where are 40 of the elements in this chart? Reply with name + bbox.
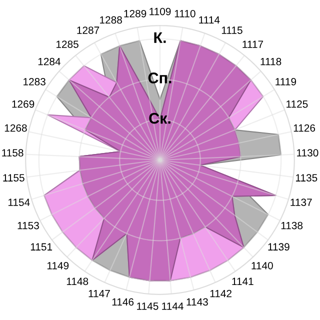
spoke-label: 1114	[199, 16, 220, 24]
spoke-label: 1147	[88, 290, 110, 298]
spoke-label: 1284	[38, 58, 60, 66]
spoke-label: 1143	[186, 298, 208, 306]
spoke-label: 1148	[66, 278, 88, 286]
spoke-label: 1115	[222, 26, 242, 34]
spoke-label: 1153	[18, 222, 39, 230]
spoke-label: 1285	[56, 40, 78, 48]
spoke-label: 1109	[150, 8, 171, 16]
spoke-label: 1110	[174, 10, 196, 18]
spoke-label: 1138	[281, 222, 303, 230]
spoke-label: 1118	[260, 58, 282, 66]
spoke-label: 1125	[286, 100, 308, 108]
spoke-label: 1137	[290, 198, 312, 206]
spoke-label: 1135	[296, 174, 318, 182]
spoke-label: 1268	[4, 124, 27, 132]
spoke-label: 1130	[297, 149, 318, 157]
spoke-label: 1139	[268, 243, 290, 251]
spoke-label: 1144	[162, 302, 184, 310]
spoke-label: 1288	[100, 16, 122, 24]
y-tick-label: Ск.	[149, 112, 170, 124]
spoke-label: 1154	[8, 198, 30, 206]
spoke-label: 1289	[124, 10, 146, 18]
spoke-label: 1283	[24, 78, 46, 86]
spoke-label: 1151	[30, 243, 52, 251]
spoke-label: 1287	[77, 26, 100, 34]
spoke-label: 1149	[47, 262, 69, 270]
spoke-label: 1119	[276, 78, 296, 86]
spoke-label: 1146	[112, 298, 134, 306]
spoke-label: 1126	[294, 124, 316, 132]
spoke-label: 1145	[137, 302, 158, 310]
spoke-label: 1269	[12, 100, 34, 108]
spoke-label: 1158	[2, 149, 24, 157]
spoke-label: 1141	[232, 278, 254, 285]
spoke-label: 1142	[210, 290, 232, 298]
spoke-label: 1117	[242, 40, 264, 48]
spoke-label: 1155	[3, 174, 24, 182]
spoke-label: 1140	[252, 262, 273, 270]
y-tick-label: Сп.	[148, 72, 172, 84]
y-tick-label: К.	[154, 32, 166, 43]
